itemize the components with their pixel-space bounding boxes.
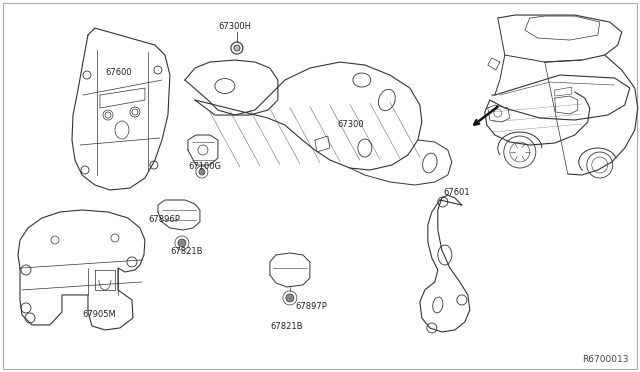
Text: 67896P: 67896P	[148, 215, 180, 224]
Text: 67905M: 67905M	[82, 310, 116, 319]
Text: 67821B: 67821B	[270, 322, 302, 331]
Text: 67897P: 67897P	[295, 302, 327, 311]
Circle shape	[199, 169, 205, 175]
Circle shape	[234, 45, 240, 51]
Circle shape	[178, 239, 186, 247]
Text: 67601: 67601	[444, 188, 470, 197]
Text: R6700013: R6700013	[582, 355, 628, 364]
Text: 67300: 67300	[338, 120, 365, 129]
Text: 67300H: 67300H	[218, 22, 251, 31]
Text: 67100G: 67100G	[188, 162, 221, 171]
Text: 67821B: 67821B	[170, 247, 202, 256]
Text: 67600: 67600	[105, 68, 132, 77]
Circle shape	[286, 294, 294, 302]
